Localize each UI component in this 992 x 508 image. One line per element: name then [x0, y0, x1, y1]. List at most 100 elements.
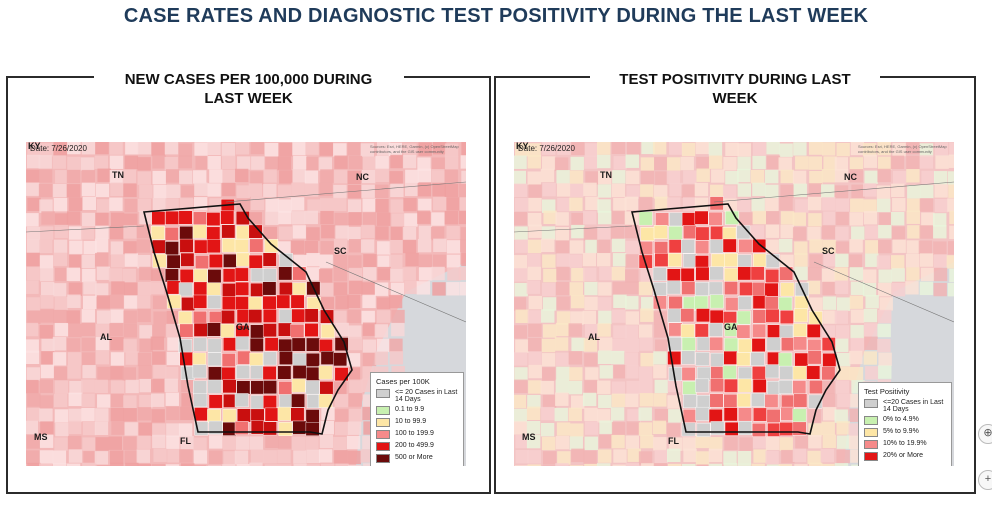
plus-icon[interactable]: + [978, 470, 992, 490]
county-cell [222, 409, 237, 423]
cases-map[interactable]: Date: 7/26/2020 Sources: Esri, HERE, Gar… [26, 142, 466, 466]
county-cell [82, 364, 96, 379]
county-cell [81, 407, 95, 422]
county-cell [725, 142, 739, 157]
county-cell [390, 199, 404, 213]
county-cell [292, 352, 307, 367]
county-cell [625, 269, 639, 283]
county-cell [53, 183, 67, 198]
county-cell [836, 449, 850, 464]
county-cell [667, 378, 682, 393]
county-cell [347, 450, 361, 465]
county-cell [639, 379, 653, 394]
positivity-panel: TEST POSITIVITY DURING LAST WEEK Date: 7… [494, 70, 976, 494]
county-cell [540, 422, 555, 437]
county-cell [611, 434, 625, 449]
county-cell [542, 367, 556, 381]
county-cell [221, 353, 236, 368]
county-cell [836, 435, 851, 449]
county-cell [891, 268, 905, 282]
county-cell [820, 184, 835, 198]
legend-item-label: 0.1 to 9.9 [395, 406, 425, 413]
county-cell [541, 226, 556, 240]
legend-swatch [376, 418, 390, 427]
county-cell [458, 266, 466, 281]
county-cell [835, 241, 850, 255]
county-cell [137, 463, 152, 466]
county-cell [458, 183, 466, 197]
county-cell [527, 310, 542, 324]
county-cell [222, 436, 237, 450]
county-cell [514, 367, 528, 381]
county-cell [583, 182, 597, 197]
county-cell [821, 463, 835, 466]
county-cell [793, 393, 808, 408]
county-cell [822, 225, 836, 239]
county-cell [377, 266, 391, 281]
county-cell [333, 310, 347, 325]
county-cell [249, 462, 263, 466]
county-cell [347, 421, 362, 435]
county-cell [361, 282, 375, 296]
county-cell [584, 155, 598, 169]
county-cell [108, 268, 123, 282]
county-cell [613, 156, 627, 170]
county-cell [377, 255, 391, 269]
county-cell [110, 225, 124, 240]
county-cell [235, 336, 250, 351]
county-cell [67, 156, 81, 171]
county-cell [153, 364, 167, 379]
county-cell [639, 366, 653, 381]
county-cell [556, 266, 570, 281]
county-cell [54, 296, 68, 311]
county-cell [669, 182, 683, 197]
county-cell [390, 268, 404, 282]
county-cell [375, 168, 389, 183]
county-cell [237, 350, 251, 365]
cases-map-canvas [26, 142, 466, 466]
county-cell [52, 336, 67, 351]
county-cell [877, 338, 891, 353]
county-cell [918, 240, 933, 254]
county-cell [27, 393, 41, 407]
county-cell [515, 339, 529, 353]
county-cell [737, 266, 752, 281]
county-cell [709, 437, 723, 451]
county-cell [948, 184, 954, 198]
county-cell [722, 185, 737, 199]
legend-swatch [376, 430, 390, 439]
state-label-nc: NC [844, 172, 857, 182]
county-cell [571, 212, 585, 227]
county-cell [375, 184, 389, 199]
county-cell [123, 241, 137, 255]
zoom-in-icon[interactable]: ⊕ [978, 424, 992, 444]
county-cell [528, 295, 543, 310]
county-cell [290, 294, 305, 309]
county-cell [124, 198, 138, 213]
county-cell [376, 338, 391, 353]
county-cell [878, 224, 892, 239]
county-cell [723, 198, 738, 212]
county-cell [653, 364, 667, 379]
county-cell [26, 350, 40, 364]
county-cell [165, 169, 180, 183]
county-cell [555, 352, 570, 366]
county-cell [248, 224, 263, 239]
county-cell [123, 324, 137, 338]
county-cell [291, 308, 306, 323]
county-cell [363, 254, 377, 268]
county-cell [820, 448, 835, 463]
county-cell [795, 435, 809, 449]
county-cell [362, 322, 377, 336]
county-cell [682, 197, 697, 211]
county-cell [750, 225, 764, 239]
county-cell [26, 182, 40, 196]
county-cell [318, 365, 333, 380]
legend-title: Test Positivity [864, 387, 910, 396]
county-cell [235, 296, 249, 311]
positivity-map[interactable]: Date: 7/26/2020 Sources: Esri, HERE, Gar… [514, 142, 954, 466]
county-cell [598, 337, 613, 351]
county-cell [555, 281, 570, 296]
county-cell [223, 451, 237, 465]
county-cell [862, 183, 877, 197]
